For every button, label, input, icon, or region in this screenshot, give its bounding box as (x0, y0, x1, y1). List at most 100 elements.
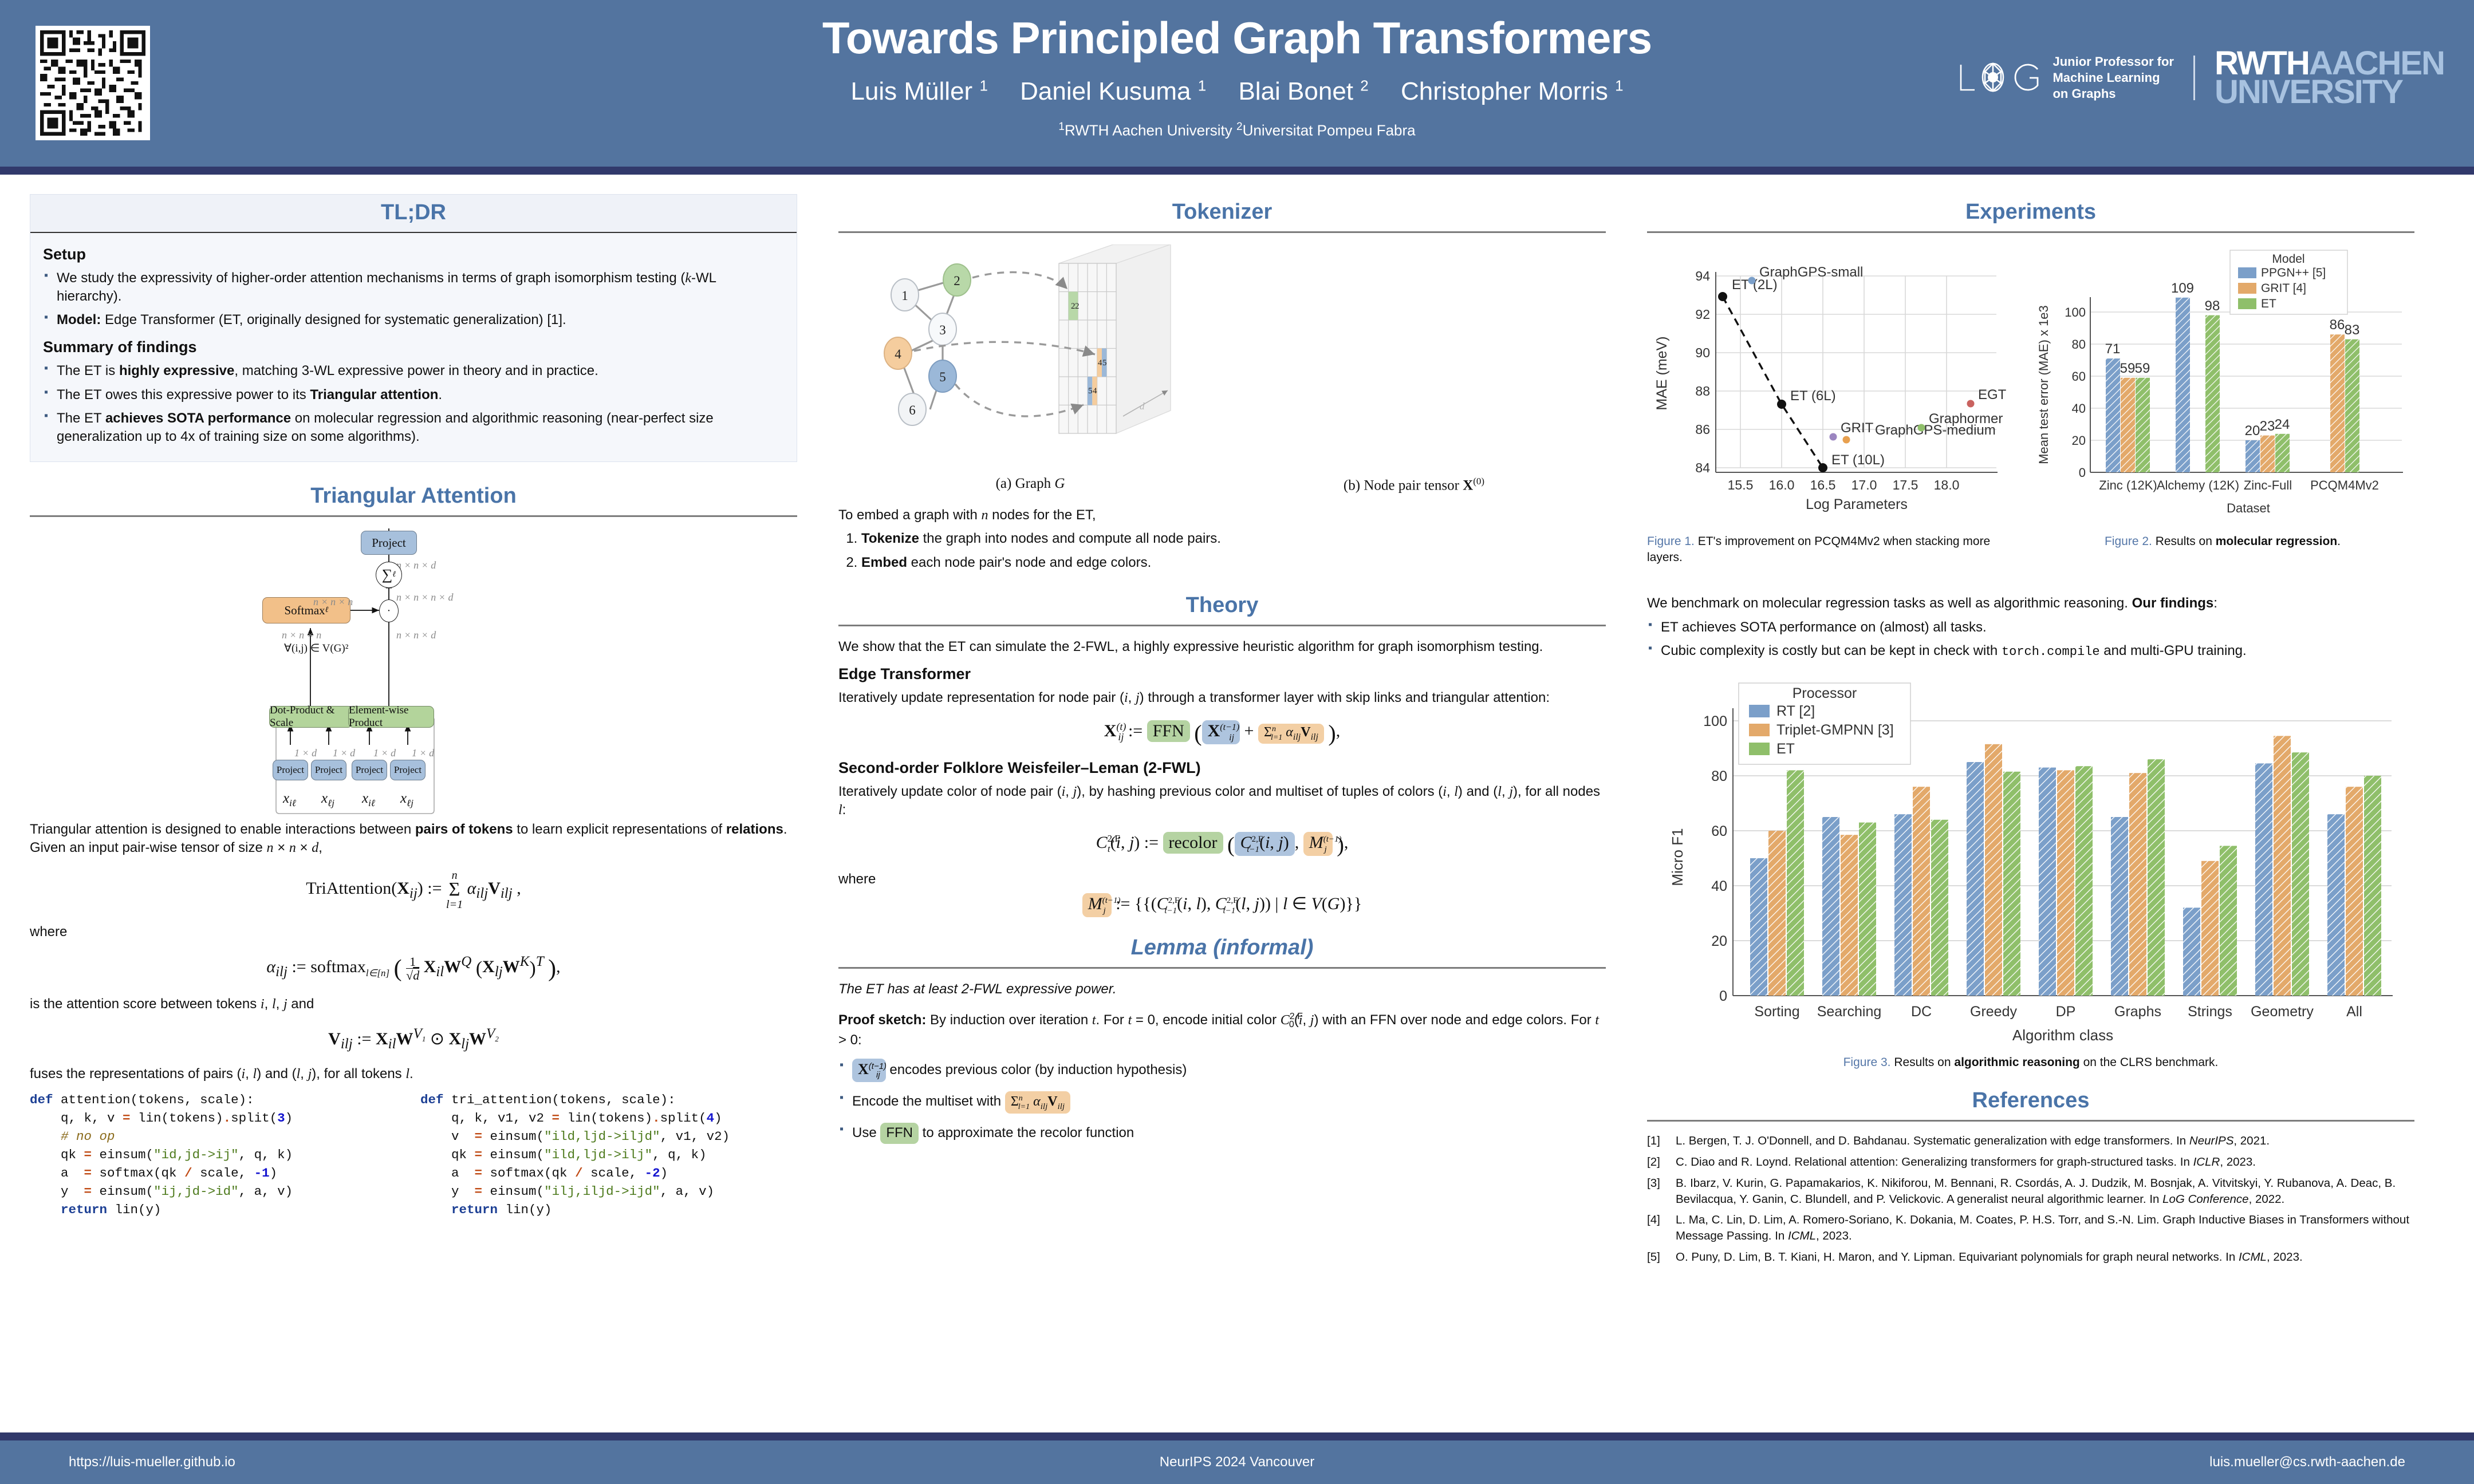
code-token: = (474, 1184, 483, 1199)
svg-text:2: 2 (954, 274, 960, 288)
svg-text:Alchemy (12K): Alchemy (12K) (2157, 478, 2239, 492)
author-list: Luis Müller 1 Daniel Kusuma 1 Blai Bonet… (0, 77, 2474, 106)
diagram-project-1: Project (273, 760, 308, 781)
section-triangular-attention: Triangular Attention (30, 478, 797, 1219)
svg-text:Processor: Processor (1793, 685, 1857, 701)
svg-text:DC: DC (1911, 1004, 1932, 1020)
svg-text:59: 59 (2120, 361, 2136, 376)
svg-text:16.0: 16.0 (1769, 477, 1795, 492)
figure-1-chart: 94 92 90 88 86 84 15.5 16.0 16.5 17.0 17.5 18.… (1654, 265, 2007, 512)
code-token: , a, v) (238, 1184, 293, 1199)
column-middle: Tokenizer (838, 194, 1606, 1423)
title-block: Towards Principled Graph Transformers Lu… (0, 13, 2474, 139)
reference-number: [2] (1647, 1155, 1660, 1169)
svg-text:16.5: 16.5 (1810, 477, 1836, 492)
equation-edge-transformer: X(t)ij := FFN (X(t−1)ij + Σnl=1 αiljVilj… (1104, 720, 1341, 746)
code-token: def (420, 1092, 452, 1108)
author-2: Daniel Kusuma 1 (1020, 76, 1207, 105)
tldr-findings-list: The ET is highly expressive, matching 3-… (43, 361, 784, 446)
triangular-para-3: fuses the representations of pairs (i, l… (30, 1066, 413, 1082)
svg-text:88: 88 (1695, 384, 1710, 398)
svg-text:18.0: 18.0 (1934, 477, 1960, 492)
figure-3-caption: Figure 3. Results on algorithmic reasoni… (1843, 1056, 2219, 1069)
svg-text:20: 20 (2072, 433, 2086, 448)
figure-3-xlabel: Algorithm class (2012, 1027, 2113, 1044)
code-token: / (575, 1166, 583, 1181)
code-token: , v1, v2) (660, 1129, 730, 1144)
svg-text:60: 60 (2072, 369, 2086, 384)
list-item: Embed each node pair's node and edge col… (861, 553, 1606, 573)
diagram-softmax-box: Softmax ℓ (262, 597, 350, 624)
qr-code-graphic (40, 30, 145, 136)
svg-text:Graphs: Graphs (2114, 1004, 2161, 1020)
code-token: (tokens, scale): (130, 1092, 254, 1108)
footer-url[interactable]: https://luis-mueller.github.io (69, 1454, 235, 1470)
reference-venue: ICML (1788, 1229, 1816, 1243)
svg-text:GRIT [4]: GRIT [4] (2261, 282, 2306, 295)
svg-text:20: 20 (1711, 933, 1727, 949)
svg-text:5: 5 (939, 370, 946, 384)
page-title: Towards Principled Graph Transformers (822, 13, 1652, 63)
divider (30, 232, 797, 233)
qr-code[interactable] (36, 26, 150, 140)
code-token: einsum( (92, 1147, 154, 1163)
tldr-setup-heading: Setup (43, 246, 86, 263)
chip-prev-color: X(t−1)ij (1201, 720, 1240, 744)
caption-graph: (a) Graph G (995, 476, 1065, 491)
svg-text:4: 4 (1093, 386, 1097, 396)
diagram-label-elem-out: n × n × d (396, 629, 436, 641)
diagram-input-2: xℓj (321, 791, 334, 809)
diagram-input-4: xℓj (400, 791, 413, 809)
code-token: y (30, 1184, 84, 1199)
point-label-egt: EGT (1978, 387, 2007, 402)
code-token: a (30, 1166, 84, 1181)
code-token: qk (420, 1147, 475, 1163)
code-token: einsum( (482, 1184, 545, 1199)
list-item: The ET owes this expressive power to its… (43, 385, 784, 404)
svg-text:60: 60 (1711, 823, 1727, 839)
divider (1647, 231, 2414, 233)
column-right: Experiments (1647, 194, 2414, 1423)
theory-intro: We show that the ET can simulate the 2-F… (838, 638, 1543, 654)
code-token: = (84, 1184, 92, 1199)
affiliations: 1RWTH Aachen University 2Universitat Pom… (1058, 120, 1416, 139)
diagram-elementwise-box: Element-wise Product (348, 704, 434, 729)
section-references: References [1] L. Bergen, T. J. O'Donnell… (1647, 1083, 2414, 1265)
code-token: "ild,ljd->iljd" (544, 1129, 660, 1144)
code-token: attention (61, 1092, 131, 1108)
divider (838, 624, 1606, 626)
section-heading-triangular: Triangular Attention (310, 484, 517, 508)
diagram-project-3: Project (352, 760, 387, 781)
code-token: . (223, 1111, 231, 1126)
equation-triattention: TriAttention(Xij) := n Σ l=1 αiljVilj , (306, 869, 521, 911)
svg-text:Zinc (12K): Zinc (12K) (2099, 478, 2157, 492)
reference-item: [3] B. Ibarz, V. Kurin, G. Papamakarios, … (1647, 1175, 2414, 1207)
svg-text:ET: ET (1776, 741, 1795, 757)
figure-1: 94 92 90 88 86 84 15.5 16.0 16.5 17.0 17.5 18.… (1647, 244, 2025, 577)
experiments-figures-row: 94 92 90 88 86 84 15.5 16.0 16.5 17.0 17.5 18.… (1647, 244, 2414, 577)
svg-text:23: 23 (2260, 419, 2275, 434)
figure-3: 100 80 60 40 20 0 Micro F1 Algorithm class (1647, 668, 2414, 1071)
point-label-graphormer: Graphormer (1929, 411, 2003, 427)
diagram-input-3: xiℓ (362, 791, 375, 809)
diagram-project-4: Project (390, 760, 426, 781)
rwth-logo: RWTHAACHEN UNIVERSITY (2214, 45, 2445, 110)
code-token: = (84, 1147, 92, 1163)
svg-text:80: 80 (1711, 768, 1727, 784)
code-token: = (123, 1111, 131, 1126)
reference-item: [5] O. Puny, D. Lim, B. T. Kiani, H. Maro… (1647, 1249, 2414, 1265)
equation-alpha: αilj := softmaxl∈[n] ( 1 √d XilWQ (XljWK… (266, 954, 561, 982)
diagram-input-1: xiℓ (283, 791, 296, 809)
triangular-where-1: where (30, 924, 68, 940)
diagram-label-proj-1: 1 × d (294, 747, 317, 759)
code-token: scale, (582, 1166, 645, 1181)
svg-text:Model: Model (2272, 252, 2304, 266)
svg-text:20: 20 (2245, 423, 2260, 439)
tokenizer-captions: (a) Graph G (b) Node pair tensor X(0) (838, 476, 1606, 494)
code-token: split( (660, 1111, 707, 1126)
code-token: "ild,ljd->ilj" (544, 1147, 653, 1163)
code-token: -2 (644, 1166, 660, 1181)
diagram-label-proj-3: 1 × d (373, 747, 396, 759)
footer-email[interactable]: luis.mueller@cs.rwth-aachen.de (2209, 1454, 2405, 1470)
figure-2: 100 80 60 40 20 0 Mean test error (MAE) x 1… (2031, 244, 2414, 577)
